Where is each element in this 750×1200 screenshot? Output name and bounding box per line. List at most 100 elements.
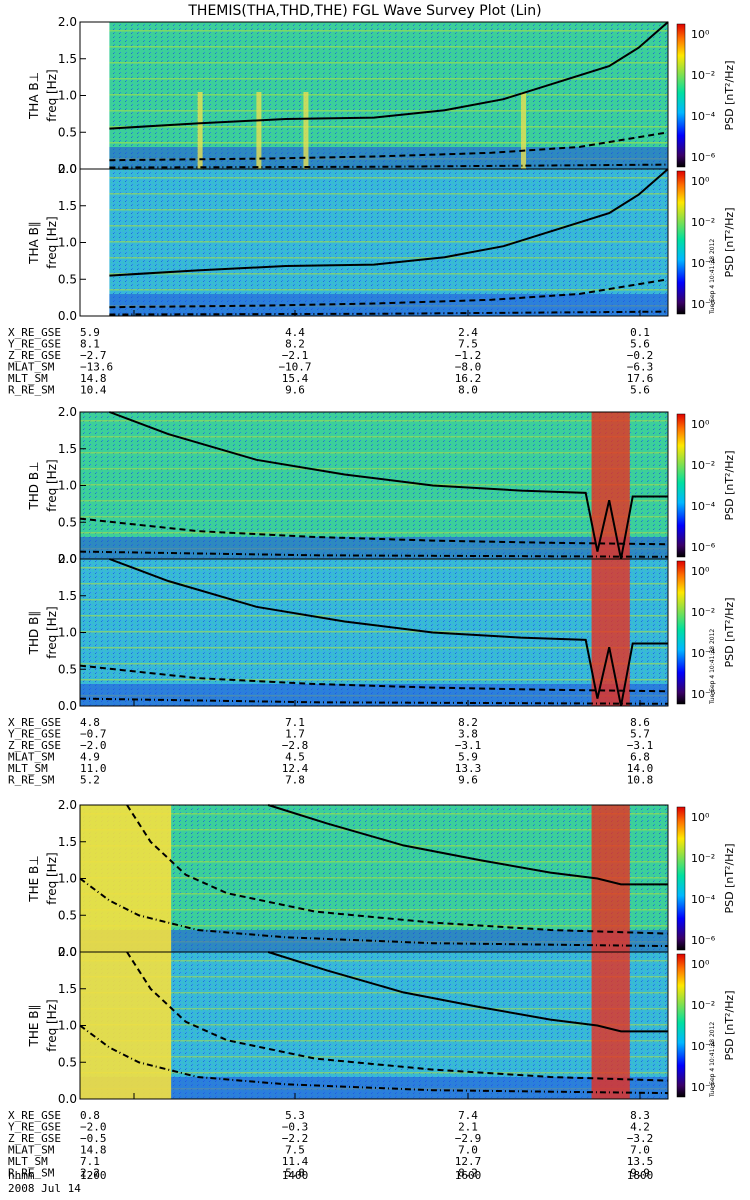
freq-tick-label: 1.5	[58, 199, 77, 213]
freq-tick-label: 0.5	[58, 908, 77, 922]
ephemeris-table: X_RE_GSE 0.8 5.3 7.4 8.3 Y_RE_GSE −2.0 −0.3 2.1 4…	[8, 1109, 653, 1180]
spectral-band	[80, 679, 668, 681]
panel-label: THA B⊥	[27, 72, 41, 120]
dashdot-curve	[109, 163, 669, 169]
ephemeris-value: 13.5	[627, 1155, 654, 1168]
freq-tick-label: 2.0	[58, 945, 77, 959]
ephemeris-value: 5.3	[285, 1109, 305, 1122]
ephemeris-value: 7.1	[80, 1155, 100, 1168]
freq-tick-label: 1.0	[58, 479, 77, 493]
spectral-band	[80, 909, 668, 911]
ephemeris-value: 5.2	[80, 774, 100, 787]
spectral-band	[109, 78, 668, 80]
ephemeris-value: 2.1	[458, 1121, 478, 1134]
ephemeris-value: −2.9	[455, 1132, 482, 1145]
colorbar-tick-label: 10⁻²	[691, 606, 715, 619]
freq-axis-label: freq [Hz]	[45, 69, 59, 121]
dashdot-curve	[79, 1024, 669, 1095]
ephemeris-value: 4.9	[80, 751, 100, 764]
ephemeris-value: −2.1	[282, 349, 309, 362]
colorbar-tick-label: 10⁻²	[691, 999, 715, 1012]
ephemeris-value: 5.9	[458, 751, 478, 764]
time-tick-label: 1600	[455, 1169, 482, 1182]
spectral-band	[80, 631, 668, 633]
spectral-band	[80, 960, 668, 962]
high-power-region	[80, 805, 172, 952]
ephemeris-row-label: MLAT_SM	[8, 751, 55, 764]
ephemeris-value: −3.1	[455, 739, 482, 752]
spectrogram-panel: 0.0 0.5 1.0 1.5 2.0 THA B∥ freq [Hz] 10⁰ 10⁻² 10⁻…	[27, 162, 736, 323]
freq-tick-label: 1.5	[58, 52, 77, 66]
ephemeris-value: 8.2	[458, 716, 478, 729]
spectral-band	[80, 976, 668, 978]
ephemeris-value: −13.6	[80, 361, 113, 374]
freq-tick-label: 2.0	[58, 798, 77, 812]
ephemeris-value: 5.8	[285, 1167, 305, 1180]
freq-tick-label: 2.0	[58, 405, 77, 419]
solid-curve	[109, 21, 669, 130]
ephemeris-value: 1.7	[285, 728, 305, 741]
spectral-band	[80, 647, 668, 649]
ephemeris-value: 10.8	[627, 774, 654, 787]
freq-tick-label: 0.5	[58, 125, 77, 139]
time-tick-label: 1400	[282, 1169, 309, 1182]
ephemeris-value: 5.6	[630, 338, 650, 351]
freq-tick-label: 1.5	[58, 835, 77, 849]
spectral-band	[80, 599, 668, 601]
ephemeris-table: X_RE_GSE 5.9 4.4 2.4 0.1 Y_RE_GSE 8.1 8.2 7.5 5.6…	[8, 326, 653, 397]
low-freq-band	[109, 147, 668, 169]
colorbar-tick-label: 10⁻⁶	[691, 151, 716, 164]
ephemeris-value: −1.2	[455, 349, 482, 362]
dashdot-curve	[109, 310, 669, 316]
freq-tick-label: 1.5	[58, 982, 77, 996]
colorbar-tick-label: 10⁻⁴	[691, 647, 716, 660]
colorbar-tick-label: 10⁻²	[691, 69, 715, 82]
spectrogram-panel: 0.0 0.5 1.0 1.5 2.0 THA B⊥ freq [Hz] 10⁰ 10⁻² 10⁻…	[27, 15, 736, 176]
ephemeris-row-label: X_RE_GSE	[8, 1109, 61, 1122]
freq-tick-label: 0.0	[58, 699, 77, 713]
spectral-band	[80, 615, 668, 617]
low-freq-band	[109, 294, 668, 316]
colorbar-tick-label: 10⁻⁴	[691, 893, 716, 906]
ephemeris-value: 13.3	[455, 762, 482, 775]
spectrogram-panel: 0.0 0.5 1.0 1.5 2.0 THE B⊥ freq [Hz] 10⁰ 10⁻² 10⁻…	[27, 798, 736, 959]
colorbar-tick-label: 10⁻²	[691, 459, 715, 472]
ephemeris-row-label: Z_RE_GSE	[8, 739, 61, 752]
dashed-curve	[126, 951, 669, 1082]
ephemeris-row-label: MLAT_SM	[8, 1144, 55, 1157]
colorbar-tick-label: 10⁻⁶	[691, 541, 716, 554]
ephemeris-value: −0.7	[80, 728, 107, 741]
spectral-band	[80, 1024, 668, 1026]
colorbar-tick-label: 10⁻⁴	[691, 1040, 716, 1053]
freq-tick-label: 1.0	[58, 236, 77, 250]
ephemeris-value: 11.0	[80, 762, 107, 775]
ephemeris-value: 4.8	[80, 716, 100, 729]
ephemeris-value: 12.7	[455, 1155, 482, 1168]
freq-tick-label: 0.0	[58, 945, 77, 959]
colorbar-tick-label: 10⁰	[691, 958, 710, 971]
ephemeris-value: 11.4	[282, 1155, 309, 1168]
ephemeris-value: 8.2	[458, 1167, 478, 1180]
dashdot-curve	[79, 877, 669, 948]
ephemeris-row-label: MLT_SM	[8, 762, 48, 775]
plot-title: THEMIS(THA,THD,THE) FGL Wave Survey Plot…	[187, 3, 541, 19]
freq-axis-label: freq [Hz]	[45, 999, 59, 1051]
spectral-band	[109, 62, 668, 64]
ephemeris-value: −2.0	[80, 1121, 107, 1134]
probe-group-the: 0.0 0.5 1.0 1.5 2.0 THE B⊥ freq [Hz] 10⁰ 10⁻² 10⁻…	[8, 798, 736, 1180]
ephemeris-row-label: Y_RE_GSE	[8, 338, 61, 351]
spectral-band	[80, 877, 668, 879]
colorbar-label: PSD [nT²/Hz]	[723, 207, 736, 277]
ephemeris-value: −2.8	[282, 739, 309, 752]
ephemeris-value: 8.1	[80, 338, 100, 351]
colorbar-tick-label: 10⁰	[691, 175, 710, 188]
spectrogram-panel: 0.0 0.5 1.0 1.5 2.0 THE B∥ freq [Hz] 10⁰ 10⁻² 10⁻…	[27, 945, 736, 1106]
high-power-region	[80, 952, 172, 1099]
colorbar-label: PSD [nT²/Hz]	[723, 60, 736, 130]
ephemeris-value: 12.4	[282, 762, 309, 775]
colorbar-tick-label: 10⁰	[691, 418, 710, 431]
freq-tick-label: 2.0	[58, 162, 77, 176]
ephemeris-value: 0.1	[630, 326, 650, 339]
spectral-band	[109, 225, 668, 227]
ephemeris-row-label: MLAT_SM	[8, 361, 55, 374]
